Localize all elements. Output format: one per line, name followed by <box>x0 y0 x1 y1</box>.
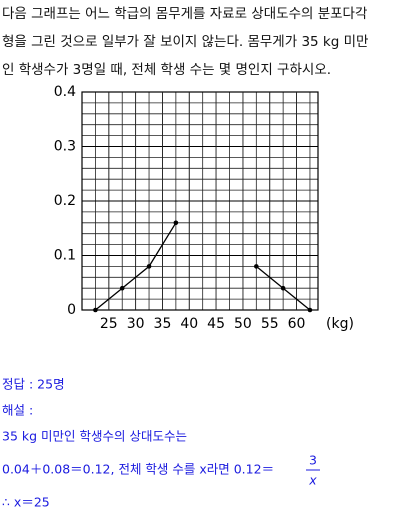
data-point <box>307 307 313 313</box>
answer-result: 정답 : 25명 <box>2 377 65 392</box>
data-point <box>254 264 259 269</box>
data-point <box>146 264 152 269</box>
y-tick-label: 0 <box>67 302 76 318</box>
data-point <box>280 285 286 291</box>
x-tick-label: 60 <box>288 316 306 332</box>
chart: 0 0.1 0.2 0.3 0.4 25 30 35 40 45 50 55 60 (kg) <box>54 84 354 332</box>
x-tick-label: 35 <box>154 316 172 332</box>
y-tick-label: 0.2 <box>54 193 76 209</box>
solution-conclusion: ∴ x＝25 <box>2 495 50 510</box>
question-line: 형을 그린 것으로 일부가 잘 보이지 않는다. 몸무게가 35 kg 미만 <box>2 34 368 50</box>
question-line: 인 학생수가 3명일 때, 전체 학생 수는 몇 명인지 구하시오. <box>2 62 331 78</box>
x-tick-label: 50 <box>234 316 252 332</box>
question-line: 다음 그래프는 어느 학급의 몸무게를 자료로 상대도수의 분포다각 <box>2 6 367 22</box>
x-tick-label: 45 <box>207 316 225 332</box>
y-tick-label: 0.1 <box>54 248 76 264</box>
fraction-denominator: x <box>308 473 317 488</box>
fraction-numerator: 3 <box>309 453 317 468</box>
data-point <box>119 285 125 291</box>
x-tick-label: 30 <box>127 316 145 332</box>
solution-line: 35 kg 미만인 학생수의 상대도수는 <box>2 429 187 444</box>
solution-heading: 해설 : <box>2 403 33 418</box>
x-tick-label: 40 <box>180 316 198 332</box>
solution-line: 0.04＋0.08＝0.12, 전체 학생 수를 x라면 0.12＝ <box>2 462 274 477</box>
y-tick-label: 0.4 <box>54 84 76 100</box>
y-tick-label: 0.3 <box>54 139 76 155</box>
x-tick-label: 55 <box>261 316 279 332</box>
data-point <box>173 220 179 226</box>
x-tick-label: 25 <box>100 316 118 332</box>
data-point <box>93 307 98 313</box>
x-axis-label: (kg) <box>326 316 354 332</box>
